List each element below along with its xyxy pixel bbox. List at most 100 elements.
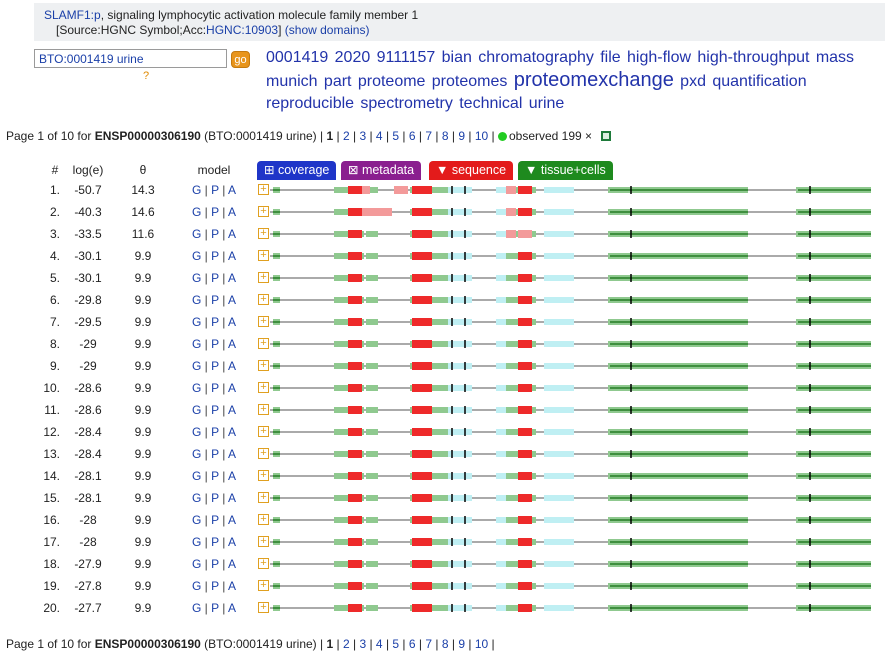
- model-link-g[interactable]: G: [191, 249, 202, 263]
- model-link-p[interactable]: P: [211, 403, 219, 417]
- expand-row-icon[interactable]: +: [258, 294, 269, 305]
- model-link-p[interactable]: P: [211, 447, 219, 461]
- model-link-g[interactable]: G: [191, 227, 202, 241]
- spreadsheet-icon[interactable]: [601, 131, 612, 141]
- coverage-track[interactable]: [270, 512, 872, 528]
- expand-row-icon[interactable]: +: [258, 470, 269, 481]
- model-link-g[interactable]: G: [191, 601, 202, 615]
- model-link-p[interactable]: P: [211, 469, 219, 483]
- tag-link[interactable]: proteome: [357, 73, 426, 90]
- expand-row-icon[interactable]: +: [258, 536, 269, 547]
- coverage-track[interactable]: [270, 534, 872, 550]
- tag-link[interactable]: 0001419: [266, 49, 329, 66]
- model-link-a[interactable]: A: [228, 315, 237, 329]
- tab-tissue-cells[interactable]: ▼ tissue+cells: [518, 161, 613, 180]
- expand-row-icon[interactable]: +: [258, 558, 269, 569]
- model-link-a[interactable]: A: [228, 601, 237, 615]
- tag-link[interactable]: proteomexchange: [513, 69, 674, 91]
- tag-link[interactable]: mass: [815, 49, 855, 66]
- model-link-g[interactable]: G: [191, 315, 202, 329]
- model-link-p[interactable]: P: [211, 227, 219, 241]
- page-link[interactable]: 9: [458, 637, 466, 651]
- page-link[interactable]: 7: [425, 637, 433, 651]
- model-link-a[interactable]: A: [228, 271, 237, 285]
- expand-row-icon[interactable]: +: [258, 580, 269, 591]
- expand-row-icon[interactable]: +: [258, 206, 269, 217]
- coverage-track[interactable]: [270, 600, 872, 616]
- page-link[interactable]: 8: [441, 129, 449, 143]
- expand-row-icon[interactable]: +: [258, 426, 269, 437]
- page-link[interactable]: 6: [408, 129, 416, 143]
- model-link-g[interactable]: G: [191, 425, 202, 439]
- tag-link[interactable]: part: [323, 73, 352, 90]
- model-link-p[interactable]: P: [211, 205, 219, 219]
- expand-row-icon[interactable]: +: [258, 316, 269, 327]
- expand-row-icon[interactable]: +: [258, 228, 269, 239]
- model-link-g[interactable]: G: [191, 183, 202, 197]
- tag-link[interactable]: proteomes: [431, 73, 508, 90]
- tab-sequence[interactable]: ▼ sequence: [429, 161, 514, 180]
- coverage-track[interactable]: [270, 292, 872, 308]
- model-link-a[interactable]: A: [228, 183, 237, 197]
- coverage-track[interactable]: [270, 182, 872, 198]
- model-link-a[interactable]: A: [228, 535, 237, 549]
- coverage-track[interactable]: [270, 402, 872, 418]
- model-link-a[interactable]: A: [228, 293, 237, 307]
- model-link-a[interactable]: A: [228, 359, 237, 373]
- page-link[interactable]: 3: [359, 637, 367, 651]
- coverage-track[interactable]: [270, 314, 872, 330]
- model-link-g[interactable]: G: [191, 469, 202, 483]
- expand-row-icon[interactable]: +: [258, 272, 269, 283]
- coverage-track[interactable]: [270, 468, 872, 484]
- model-link-a[interactable]: A: [228, 205, 237, 219]
- model-link-g[interactable]: G: [191, 205, 202, 219]
- coverage-track[interactable]: [270, 424, 872, 440]
- page-link[interactable]: 5: [392, 637, 400, 651]
- model-link-g[interactable]: G: [191, 491, 202, 505]
- tag-link[interactable]: chromatography: [478, 49, 594, 66]
- expand-row-icon[interactable]: +: [258, 360, 269, 371]
- model-link-p[interactable]: P: [211, 183, 219, 197]
- model-link-a[interactable]: A: [228, 249, 237, 263]
- expand-row-icon[interactable]: +: [258, 492, 269, 503]
- model-link-p[interactable]: P: [211, 249, 219, 263]
- model-link-p[interactable]: P: [211, 601, 219, 615]
- tab-metadata[interactable]: ⊠ metadata: [341, 161, 422, 180]
- tag-link[interactable]: quantification: [712, 73, 807, 90]
- model-link-p[interactable]: P: [211, 557, 219, 571]
- model-link-a[interactable]: A: [228, 403, 237, 417]
- expand-row-icon[interactable]: +: [258, 602, 269, 613]
- model-link-a[interactable]: A: [228, 447, 237, 461]
- search-input[interactable]: BTO:0001419 urine: [34, 49, 227, 68]
- model-link-p[interactable]: P: [211, 271, 219, 285]
- model-link-p[interactable]: P: [211, 359, 219, 373]
- model-link-g[interactable]: G: [191, 337, 202, 351]
- page-link[interactable]: 4: [375, 129, 383, 143]
- model-link-a[interactable]: A: [228, 227, 237, 241]
- page-link[interactable]: 6: [408, 637, 416, 651]
- hgnc-link[interactable]: HGNC:10903: [206, 23, 279, 37]
- model-link-a[interactable]: A: [228, 425, 237, 439]
- page-link[interactable]: 7: [425, 129, 433, 143]
- tab-coverage[interactable]: ⊞ coverage: [257, 161, 337, 180]
- tag-link[interactable]: bian: [441, 49, 472, 66]
- model-link-g[interactable]: G: [191, 403, 202, 417]
- coverage-track[interactable]: [270, 226, 872, 242]
- coverage-track[interactable]: [270, 358, 872, 374]
- model-link-g[interactable]: G: [191, 579, 202, 593]
- model-link-g[interactable]: G: [191, 293, 202, 307]
- coverage-track[interactable]: [270, 578, 872, 594]
- model-link-g[interactable]: G: [191, 271, 202, 285]
- model-link-a[interactable]: A: [228, 469, 237, 483]
- expand-row-icon[interactable]: +: [258, 448, 269, 459]
- model-link-a[interactable]: A: [228, 491, 237, 505]
- coverage-track[interactable]: [270, 270, 872, 286]
- tag-link[interactable]: reproducible: [266, 95, 355, 112]
- model-link-p[interactable]: P: [211, 315, 219, 329]
- expand-row-icon[interactable]: +: [258, 514, 269, 525]
- tag-link[interactable]: high-flow: [627, 49, 692, 66]
- model-link-p[interactable]: P: [211, 513, 219, 527]
- tag-link[interactable]: 9111157: [376, 49, 436, 66]
- model-link-a[interactable]: A: [228, 579, 237, 593]
- help-link[interactable]: ?: [143, 70, 150, 82]
